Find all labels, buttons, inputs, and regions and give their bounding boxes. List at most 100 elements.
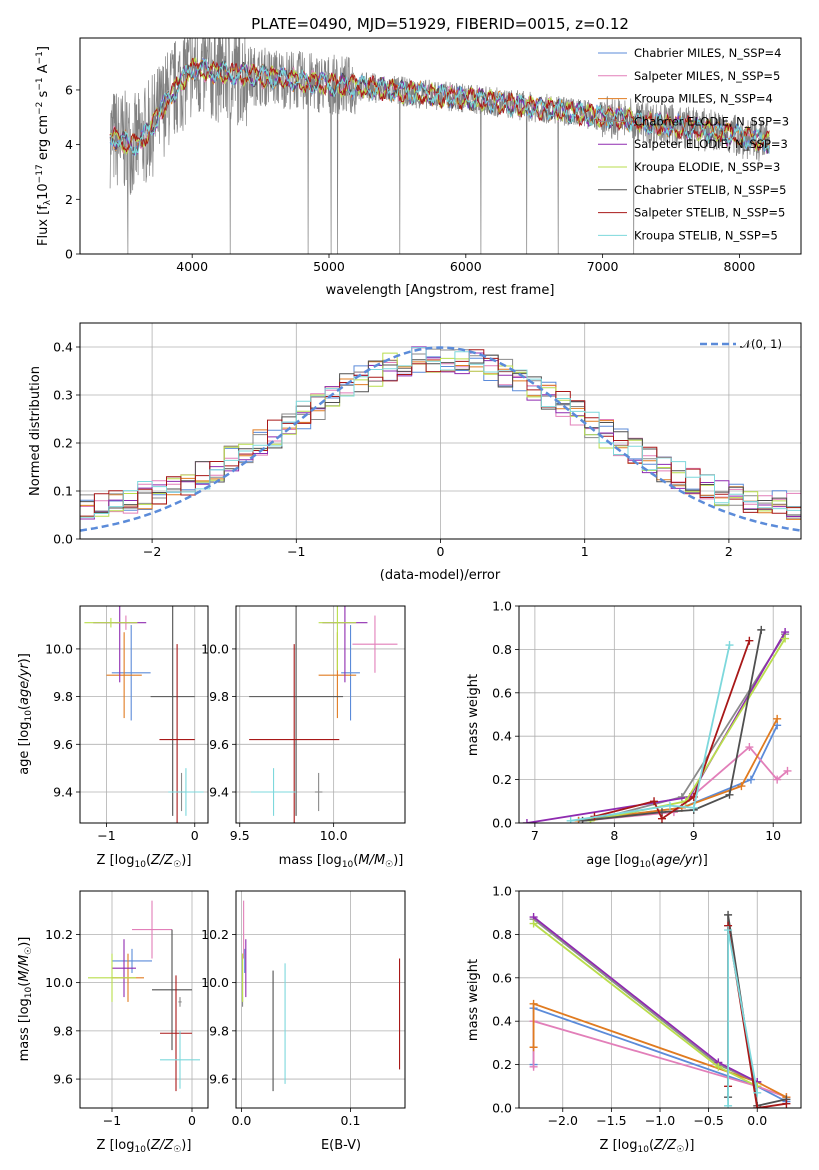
y-tick-label: 0.0 [492,1101,512,1116]
legend-label-chabrier-miles: Chabrier MILES, N_SSP=4 [634,46,781,60]
x-tick-label: 8000 [724,259,756,274]
grid [236,606,405,823]
legend-label-salpeter-elodie: Salpeter ELODIE, N_SSP=3 [634,137,788,151]
weight-marker-salpeter-stelib [753,1104,762,1108]
x-tick-label: 9 [690,828,698,843]
y-tick-label: 9.6 [53,737,73,752]
legend-label-kroupa-elodie: Kroupa ELODIE, N_SSP=3 [634,160,780,174]
w-z-xlabel: Z [log10(Z/Z☉)] [600,1138,695,1155]
weight-marker-kroupa-stelib [725,641,734,650]
plot-area [109,38,770,254]
axes-frame [235,605,406,824]
y-tick-label: 0.4 [53,340,73,355]
weight-vs-metallicity-panel: −2.0 −1.5 −1.0 −0.5 0.0 0.0 0.2 0.4 0.6 0.8 1.0 [492,884,802,1128]
weight-marker-salpeter-stelib [650,797,659,806]
x-tick-label: 4000 [176,259,208,274]
age-mass-xlabel: mass [log10(M/M☉)] [279,853,404,870]
plot-area [84,606,204,823]
weight-marker-kroupa-stelib [566,816,575,823]
plot-area [80,346,801,532]
weight-marker-kroupa-stelib [665,801,674,810]
spectrum-legend: Chabrier MILES, N_SSP=4 Salpeter MILES, N… [598,46,789,242]
mass-z-xlabel: Z [log10(Z/Z☉)] [97,1138,192,1155]
y-tick-label: 9.8 [53,1023,73,1038]
residuals-panel: −2 −1 0 1 2 0.0 0.1 0.2 0.3 0.4 [53,322,802,559]
x-tick-label: 0.0 [232,1113,252,1128]
y-tick-label: 0.6 [492,685,512,700]
weight-marker-salpeter-miles [529,1062,538,1071]
legend-label-chabrier-elodie: Chabrier ELODIE, N_SSP=3 [634,114,789,128]
y-tick-label: 1.0 [492,599,512,614]
legend-label-chabrier-stelib: Chabrier STELIB, N_SSP=5 [634,183,786,197]
y-tick-label: 9.4 [53,785,73,800]
legend-label-salpeter-miles: Salpeter MILES, N_SSP=5 [634,69,780,83]
model-spectrum-salpeter-stelib [109,57,770,153]
weight-marker-salpeter-elodie [522,819,531,823]
mass-vs-metallicity-panel: −1 0 9.6 9.8 10.0 10.2 [45,890,209,1128]
model-spectrum-kroupa-stelib [109,58,770,157]
weight-line-chabrier-stelib [582,629,763,822]
axes-frame [518,890,802,1109]
weight-marker-kroupa-miles [773,714,782,723]
y-tick-label: 9.6 [209,737,229,752]
plot-area [529,910,791,1108]
grid [519,890,801,1109]
age-vs-mass-panel: 9.5 10.0 9.4 9.6 9.8 10.0 [201,605,406,843]
axes-frame [235,890,406,1109]
x-tick-label: 7000 [587,259,619,274]
x-tick-label: −2 [143,544,161,559]
grid [80,323,801,540]
y-tick-label: 10.0 [201,975,229,990]
axes-frame [518,605,802,824]
y-tick-label: 6 [65,82,73,97]
plot-area [241,900,401,1092]
y-tick-label: 10.0 [201,641,229,656]
mass-vs-ebv-panel: 0.0 0.1 9.6 9.8 10.0 10.2 [201,890,406,1128]
y-tick-label: 0.8 [492,927,512,942]
legend-label-kroupa-stelib: Kroupa STELIB, N_SSP=5 [634,228,778,242]
mass-z-ylabel: mass [log10(M/M☉)] [17,937,34,1062]
spectrum-ylabel: Flux [fλ10−17 erg cm−2 s−1 A−1] [35,46,53,246]
weight-line-kroupa-elodie [590,638,786,822]
x-tick-label: 8 [610,828,618,843]
weight-vs-age-panel: 7 8 9 10 0.0 0.2 0.4 0.6 0.8 1.0 [492,599,802,843]
y-tick-label: 1.0 [492,884,512,899]
age-z-xlabel: Z [log10(Z/Z☉)] [97,853,192,870]
age-vs-metallicity-panel: −1 0 9.4 9.6 9.8 10.0 [45,605,209,843]
weight-marker-salpeter-miles [783,766,792,775]
x-tick-label: −1 [287,544,305,559]
axes-frame [79,37,802,255]
legend-label-kroupa-miles: Kroupa MILES, N_SSP=4 [634,92,773,106]
y-tick-label: 0.2 [492,772,512,787]
x-tick-label: 0 [191,828,199,843]
weight-marker-salpeter-stelib [782,1099,791,1108]
x-tick-label: 0.1 [341,1113,361,1128]
normal-curve-legend-label: 𝒩(0, 1) [740,337,782,351]
y-tick-label: 9.6 [53,1072,73,1087]
weight-marker-chabrier-miles [746,775,755,784]
x-tick-label: 5000 [313,259,345,274]
y-tick-label: 0.0 [492,816,512,831]
axes-frame [79,322,802,540]
x-tick-label: 10.0 [320,828,348,843]
y-tick-label: 0.1 [53,484,73,499]
w-age-xlabel: age [log10(age/yr)] [586,853,708,870]
weight-line-kroupa-stelib [570,644,731,822]
plot-area [249,606,398,823]
y-tick-label: 2 [65,192,73,207]
grid [80,891,208,1108]
grid [236,891,405,1108]
age-z-ylabel: age [log10(age/yr)] [17,653,34,775]
histogram-kroupa-stelib [80,347,801,518]
plot-area [88,900,200,1092]
weight-marker-kroupa-miles [529,999,538,1008]
y-tick-label: 9.8 [53,689,73,704]
weight-marker-kroupa-elodie [714,1062,723,1071]
y-tick-label: 0.4 [492,1014,512,1029]
y-tick-label: 0.4 [492,729,512,744]
y-tick-label: 0.3 [53,388,73,403]
x-tick-label: −1 [97,828,115,843]
weight-marker-kroupa-elodie [781,634,790,643]
x-tick-label: 6000 [450,259,482,274]
